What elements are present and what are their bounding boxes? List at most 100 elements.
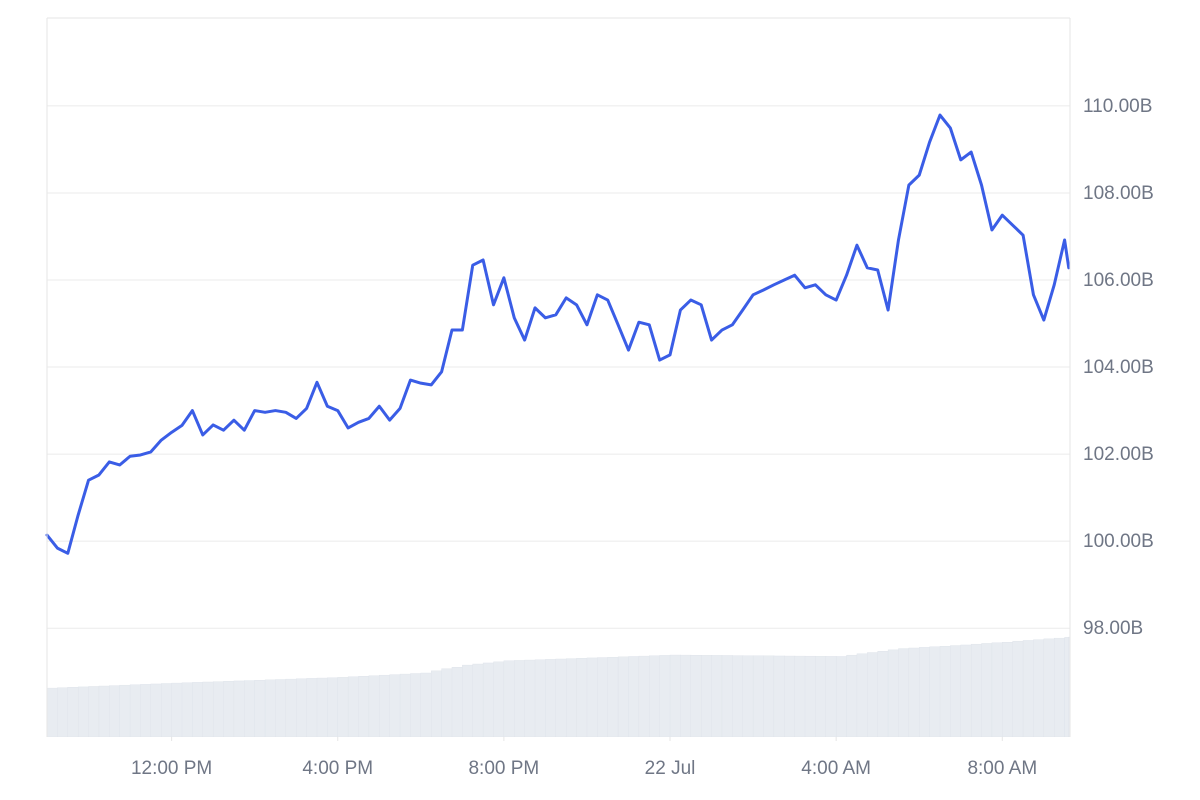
volume-bar	[482, 662, 495, 737]
volume-bar	[1043, 638, 1055, 737]
volume-bar	[67, 687, 79, 737]
volume-bar	[960, 644, 972, 737]
volume-bar	[1012, 640, 1024, 737]
volume-bar	[88, 686, 100, 737]
volume-bar	[389, 674, 401, 737]
y-tick-label: 108.00B	[1083, 183, 1154, 204]
volume-bar	[835, 656, 848, 737]
volume-bar	[192, 682, 204, 737]
price-line	[45, 113, 1071, 555]
volume-bar	[970, 643, 983, 737]
volume-bar	[285, 678, 297, 737]
volume-bar	[514, 660, 526, 737]
volume-bar	[950, 645, 962, 737]
y-tick-label: 98.00B	[1083, 618, 1143, 639]
volume-bar	[202, 681, 214, 737]
volume-bar	[150, 683, 162, 737]
volume-bar	[306, 678, 318, 737]
volume-bar	[721, 655, 733, 737]
x-tick-label: 4:00 AM	[801, 758, 871, 779]
x-tick-label: 4:00 PM	[302, 758, 373, 779]
volume-bar	[223, 681, 235, 737]
y-tick-label: 102.00B	[1083, 444, 1154, 465]
volume-bar	[430, 670, 443, 737]
volume-bar	[57, 687, 69, 737]
volume-bar	[441, 668, 453, 737]
volume-bar	[898, 648, 910, 737]
volume-bar	[524, 659, 536, 737]
volume-bar	[347, 676, 360, 737]
volume-bar	[804, 655, 817, 737]
volume-bar	[254, 679, 266, 737]
volume-bar	[379, 674, 391, 737]
y-tick-label: 110.00B	[1083, 96, 1152, 117]
volume-bar	[669, 654, 682, 737]
volume-bar	[337, 677, 349, 737]
plot-layer	[45, 105, 1071, 629]
volume-bar	[119, 684, 131, 737]
volume-bar	[109, 685, 121, 737]
volume-bar	[846, 654, 858, 737]
volume-bar	[815, 656, 827, 737]
volume-bar	[244, 680, 256, 737]
volume-bar	[825, 656, 837, 737]
volume-bar	[586, 657, 598, 737]
volume-bar	[316, 677, 328, 737]
volume-bar	[98, 685, 110, 737]
volume-bar	[700, 655, 713, 737]
volume-bar	[607, 656, 619, 737]
volume-bar	[773, 655, 785, 737]
volume-bar	[493, 661, 505, 737]
volume-bar	[981, 643, 993, 737]
volume-bar	[534, 659, 547, 737]
volume-bar	[368, 675, 380, 737]
x-tick-label: 12:00 PM	[131, 758, 212, 779]
volume-bar	[711, 655, 723, 737]
volume-bar	[1064, 637, 1070, 737]
volume-bar	[659, 655, 671, 737]
volume-bar	[617, 656, 630, 737]
volume-bar	[410, 673, 422, 737]
volume-bar	[171, 682, 183, 737]
y-tick-label: 106.00B	[1083, 270, 1154, 291]
volume-bar	[597, 657, 609, 737]
volume-bar	[565, 658, 578, 737]
x-tick-label: 8:00 PM	[468, 758, 539, 779]
volume-bar	[1033, 639, 1045, 737]
volume-bar	[327, 677, 339, 737]
volume-bar	[732, 655, 744, 737]
volume-bar	[742, 655, 754, 737]
volume-bar	[358, 676, 370, 737]
volume-bar	[1002, 642, 1014, 737]
volume-bar	[638, 655, 650, 737]
volume-bar	[212, 681, 225, 737]
y-tick-label: 100.00B	[1083, 531, 1154, 552]
volume-bar	[275, 679, 287, 737]
volume-bar	[472, 663, 484, 737]
volume-bar	[939, 645, 952, 737]
volume-bar	[545, 659, 557, 737]
volume-bar	[503, 660, 515, 737]
volume-bar	[462, 664, 474, 737]
volume-bar	[233, 680, 245, 737]
volume-bar	[690, 655, 702, 737]
volume-bar	[140, 684, 152, 737]
volume-bar	[794, 655, 806, 737]
volume-bar	[161, 683, 173, 737]
volume-bar	[908, 647, 920, 737]
y-tick-label: 104.00B	[1083, 357, 1154, 378]
volume-bar	[752, 655, 765, 737]
volume-bar	[929, 646, 941, 737]
volume-bar	[856, 653, 868, 737]
volume-bar	[555, 658, 567, 737]
volume-bar	[919, 647, 931, 737]
x-tick-label: 8:00 AM	[967, 758, 1037, 779]
volume-bar	[1054, 637, 1066, 737]
volume-bar	[181, 682, 194, 737]
volume-bar	[576, 658, 588, 737]
volume-bar	[129, 684, 142, 737]
volume-bar	[399, 673, 412, 737]
volume-bar	[264, 679, 277, 737]
